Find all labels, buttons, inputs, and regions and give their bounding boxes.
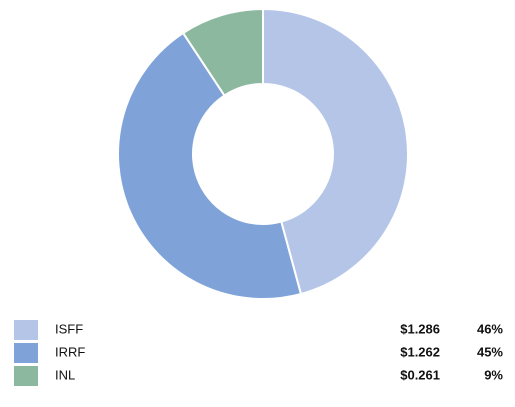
donut-slice <box>262 7 409 296</box>
value-label: $1.286 <box>400 321 440 336</box>
percent-label: 9% <box>484 367 503 382</box>
percent-label: 45% <box>477 344 503 359</box>
value-label: $0.261 <box>400 367 440 382</box>
legend-swatch <box>14 320 38 340</box>
legend-label: ISFF <box>55 321 83 336</box>
legend-label: INL <box>55 367 75 382</box>
percent-label: 46% <box>477 321 503 336</box>
legend-swatch <box>14 366 38 386</box>
legend-swatch <box>14 343 38 363</box>
legend-label: IRRF <box>55 344 85 359</box>
value-label: $1.262 <box>400 344 440 359</box>
donut-slice <box>117 31 303 300</box>
